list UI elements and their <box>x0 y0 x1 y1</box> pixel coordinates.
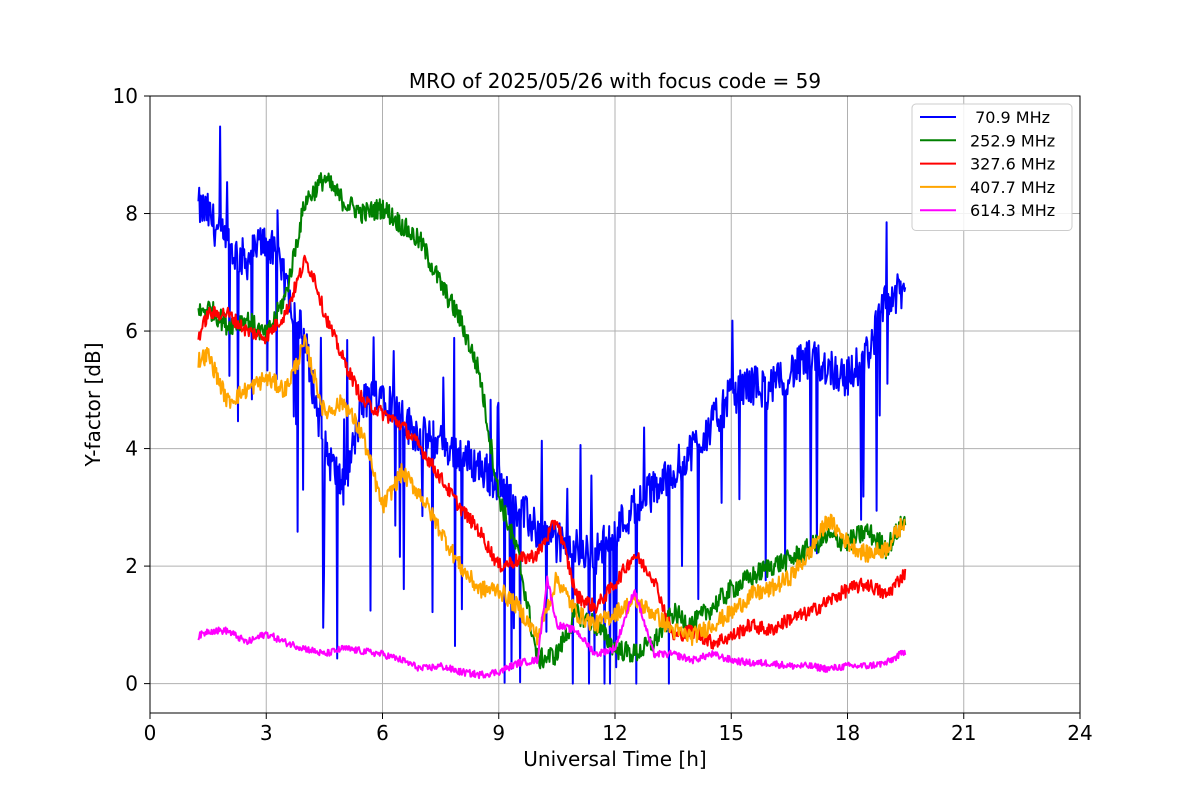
legend-entry-label: 252.9 MHz <box>970 131 1055 150</box>
x-tick-label: 9 <box>492 721 505 745</box>
x-tick-label: 15 <box>719 721 744 745</box>
x-tick-label: 6 <box>376 721 389 745</box>
y-tick-label: 4 <box>125 437 138 461</box>
x-tick-label: 12 <box>602 721 627 745</box>
x-tick-label: 21 <box>951 721 976 745</box>
legend-box <box>911 103 1073 231</box>
series-area <box>197 125 907 685</box>
x-axis-label: Universal Time [h] <box>523 747 706 771</box>
y-tick-label: 6 <box>125 319 138 343</box>
series-line-4 <box>197 575 907 680</box>
legend-entry-label: 327.6 MHz <box>970 155 1055 174</box>
y-tick-label: 2 <box>125 554 138 578</box>
x-tick-label: 0 <box>144 721 157 745</box>
legend-entry-label: 614.3 MHz <box>970 201 1055 220</box>
x-tick-label: 3 <box>260 721 273 745</box>
legend: 70.9 MHz 252.9 MHz 327.6 MHz 407.7 MHz 614.3… <box>911 103 1073 231</box>
y-tick-label: 0 <box>125 672 138 696</box>
y-tick-label: 8 <box>125 202 138 226</box>
legend-entry-label: 70.9 MHz <box>970 108 1050 127</box>
series-line-1 <box>197 172 907 670</box>
series-line-2 <box>197 254 907 650</box>
legend-entry-label: 407.7 MHz <box>970 178 1055 197</box>
y-tick-label: 10 <box>113 84 138 108</box>
x-tick-label: 18 <box>835 721 860 745</box>
chart-title: MRO of 2025/05/26 with focus code = 59 <box>409 69 821 93</box>
x-tick-label: 24 <box>1067 721 1092 745</box>
y-axis-label: Y-factor [dB] <box>81 342 105 467</box>
